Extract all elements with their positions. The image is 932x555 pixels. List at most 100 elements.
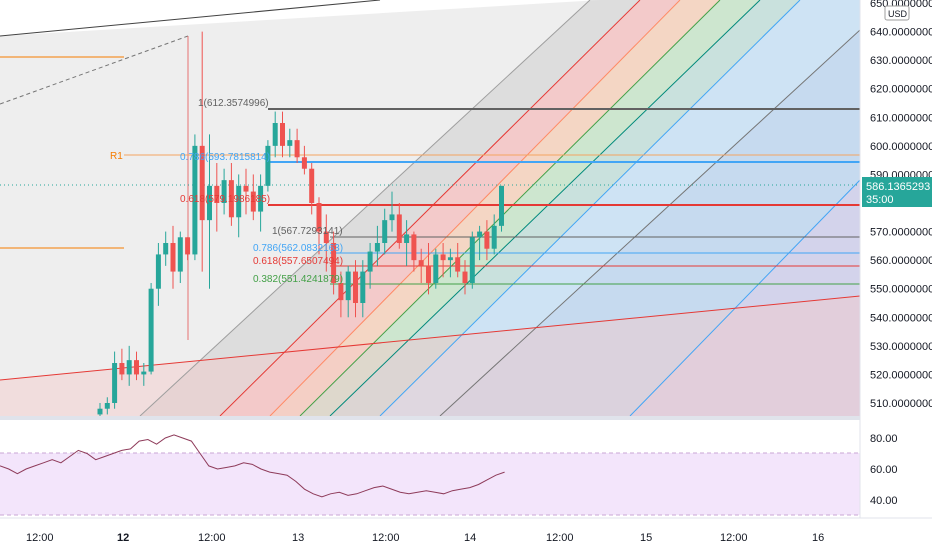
candle-body[interactable]	[112, 363, 118, 403]
time-tick-day: 15	[640, 532, 652, 544]
candle-body[interactable]	[404, 234, 410, 243]
rsi-tick: 80.00	[870, 433, 898, 445]
rsi-line[interactable]	[0, 434, 505, 498]
candle-body[interactable]	[316, 203, 322, 232]
price-tick: 560.0000000	[870, 255, 932, 267]
pane-separator[interactable]	[0, 416, 860, 420]
price-axis-ticks: 650.0000000 640.0000000 630.0000000 620.000…	[870, 0, 932, 410]
candle-body[interactable]	[104, 403, 110, 409]
candle-body[interactable]	[185, 237, 191, 255]
candle-body[interactable]	[411, 234, 417, 261]
candle-body[interactable]	[382, 220, 388, 243]
r1-label: R1	[110, 151, 123, 162]
candle-body[interactable]	[484, 231, 490, 249]
time-axis-ticks: 12:00 12 12:00 13 12:00 14 12:00 15 12:0…	[26, 532, 824, 544]
price-tick: 550.0000000	[870, 284, 932, 296]
fib-0382-low-label: 0.382(551.4241879)	[253, 274, 343, 285]
currency-label: USD	[888, 9, 908, 19]
candle-body[interactable]	[258, 185, 264, 212]
rsi-axis[interactable]: 80.00 60.00 40.00	[870, 433, 898, 507]
candle-body[interactable]	[236, 185, 242, 218]
price-tick: 630.0000000	[870, 55, 932, 67]
candle-body[interactable]	[192, 145, 198, 255]
price-tick: 530.0000000	[870, 341, 932, 353]
candle-body[interactable]	[360, 271, 366, 303]
price-axis[interactable]	[860, 0, 932, 518]
currency-badge[interactable]	[884, 5, 910, 21]
time-tick: 12:00	[372, 532, 400, 544]
time-tick-day: 16	[812, 532, 824, 544]
candle-body[interactable]	[119, 363, 125, 375]
candle-body[interactable]	[155, 254, 161, 289]
candle-body[interactable]	[243, 185, 249, 192]
candle-body[interactable]	[163, 243, 169, 255]
time-tick-day: 13	[292, 532, 304, 544]
time-axis[interactable]	[0, 518, 932, 550]
current-price-tag	[862, 177, 932, 207]
price-tick: 600.0000000	[870, 141, 932, 153]
fib-channel[interactable]	[0, 0, 860, 416]
fib-0618-top-label: 0.618(579.1986185)	[180, 194, 270, 205]
candle-body[interactable]	[426, 265, 431, 283]
candle-body[interactable]	[323, 231, 329, 243]
candle-body[interactable]	[433, 254, 439, 283]
candle-body[interactable]	[331, 243, 337, 283]
price-tick: 650.0000000	[870, 0, 932, 10]
candle-body[interactable]	[207, 185, 212, 221]
candle-body[interactable]	[309, 168, 315, 203]
candle-body[interactable]	[148, 288, 154, 372]
candle-body[interactable]	[396, 214, 402, 243]
candle-body[interactable]	[418, 260, 424, 266]
candle-body[interactable]	[272, 123, 278, 146]
rsi-band	[0, 453, 860, 515]
price-tick: 610.0000000	[870, 112, 932, 124]
candle-body[interactable]	[301, 157, 307, 169]
price-tick: 520.0000000	[870, 369, 932, 381]
candle-body[interactable]	[374, 243, 380, 252]
fib-0786-top-label: 0.786(593.7815814)	[180, 152, 270, 163]
candle-body[interactable]	[345, 271, 351, 301]
candle-body[interactable]	[97, 408, 103, 415]
fib-0786-low-label: 0.786(562.0832163)	[253, 243, 343, 254]
candle-body[interactable]	[469, 237, 475, 283]
candle-body[interactable]	[170, 243, 176, 272]
horizontal-levels[interactable]	[0, 56, 860, 285]
candle-body[interactable]	[134, 360, 139, 375]
candles[interactable]	[97, 31, 505, 421]
rsi-tick: 60.00	[870, 464, 898, 476]
candle-body[interactable]	[367, 251, 373, 272]
candle-body[interactable]	[141, 371, 147, 375]
candle-body[interactable]	[499, 185, 504, 226]
rsi-tick: 40.00	[870, 495, 898, 507]
candle-body[interactable]	[477, 231, 483, 238]
candle-body[interactable]	[221, 180, 227, 203]
candle-body[interactable]	[265, 145, 271, 186]
price-tick: 570.0000000	[870, 227, 932, 239]
candle-body[interactable]	[338, 283, 344, 301]
candle-body[interactable]	[126, 360, 132, 375]
candle-body[interactable]	[287, 140, 293, 146]
candle-body[interactable]	[491, 225, 497, 249]
candle-body[interactable]	[440, 254, 446, 261]
candle-body[interactable]	[177, 237, 183, 272]
price-tick: 640.0000000	[870, 27, 932, 39]
candle-body[interactable]	[294, 140, 300, 158]
time-tick: 12:00	[198, 532, 226, 544]
candle-body[interactable]	[250, 191, 256, 212]
countdown: 35:00	[866, 194, 894, 206]
fib-1-low-label: 1(567.7293141)	[272, 226, 343, 237]
candle-body[interactable]	[280, 123, 285, 146]
candle-body[interactable]	[389, 214, 395, 221]
time-tick-day: 12	[117, 532, 129, 544]
candle-body[interactable]	[199, 145, 205, 221]
candle-body[interactable]	[455, 257, 461, 272]
candle-body[interactable]	[447, 257, 453, 261]
candle-body[interactable]	[353, 271, 358, 303]
price-tick: 620.0000000	[870, 84, 932, 96]
candle-body[interactable]	[214, 185, 220, 203]
candle-body[interactable]	[228, 180, 234, 218]
price-tick: 540.0000000	[870, 312, 932, 324]
candle-body[interactable]	[462, 271, 468, 283]
annotations: R1 1(612.3574996) 0.786(593.7815814) 0.6…	[110, 98, 343, 285]
